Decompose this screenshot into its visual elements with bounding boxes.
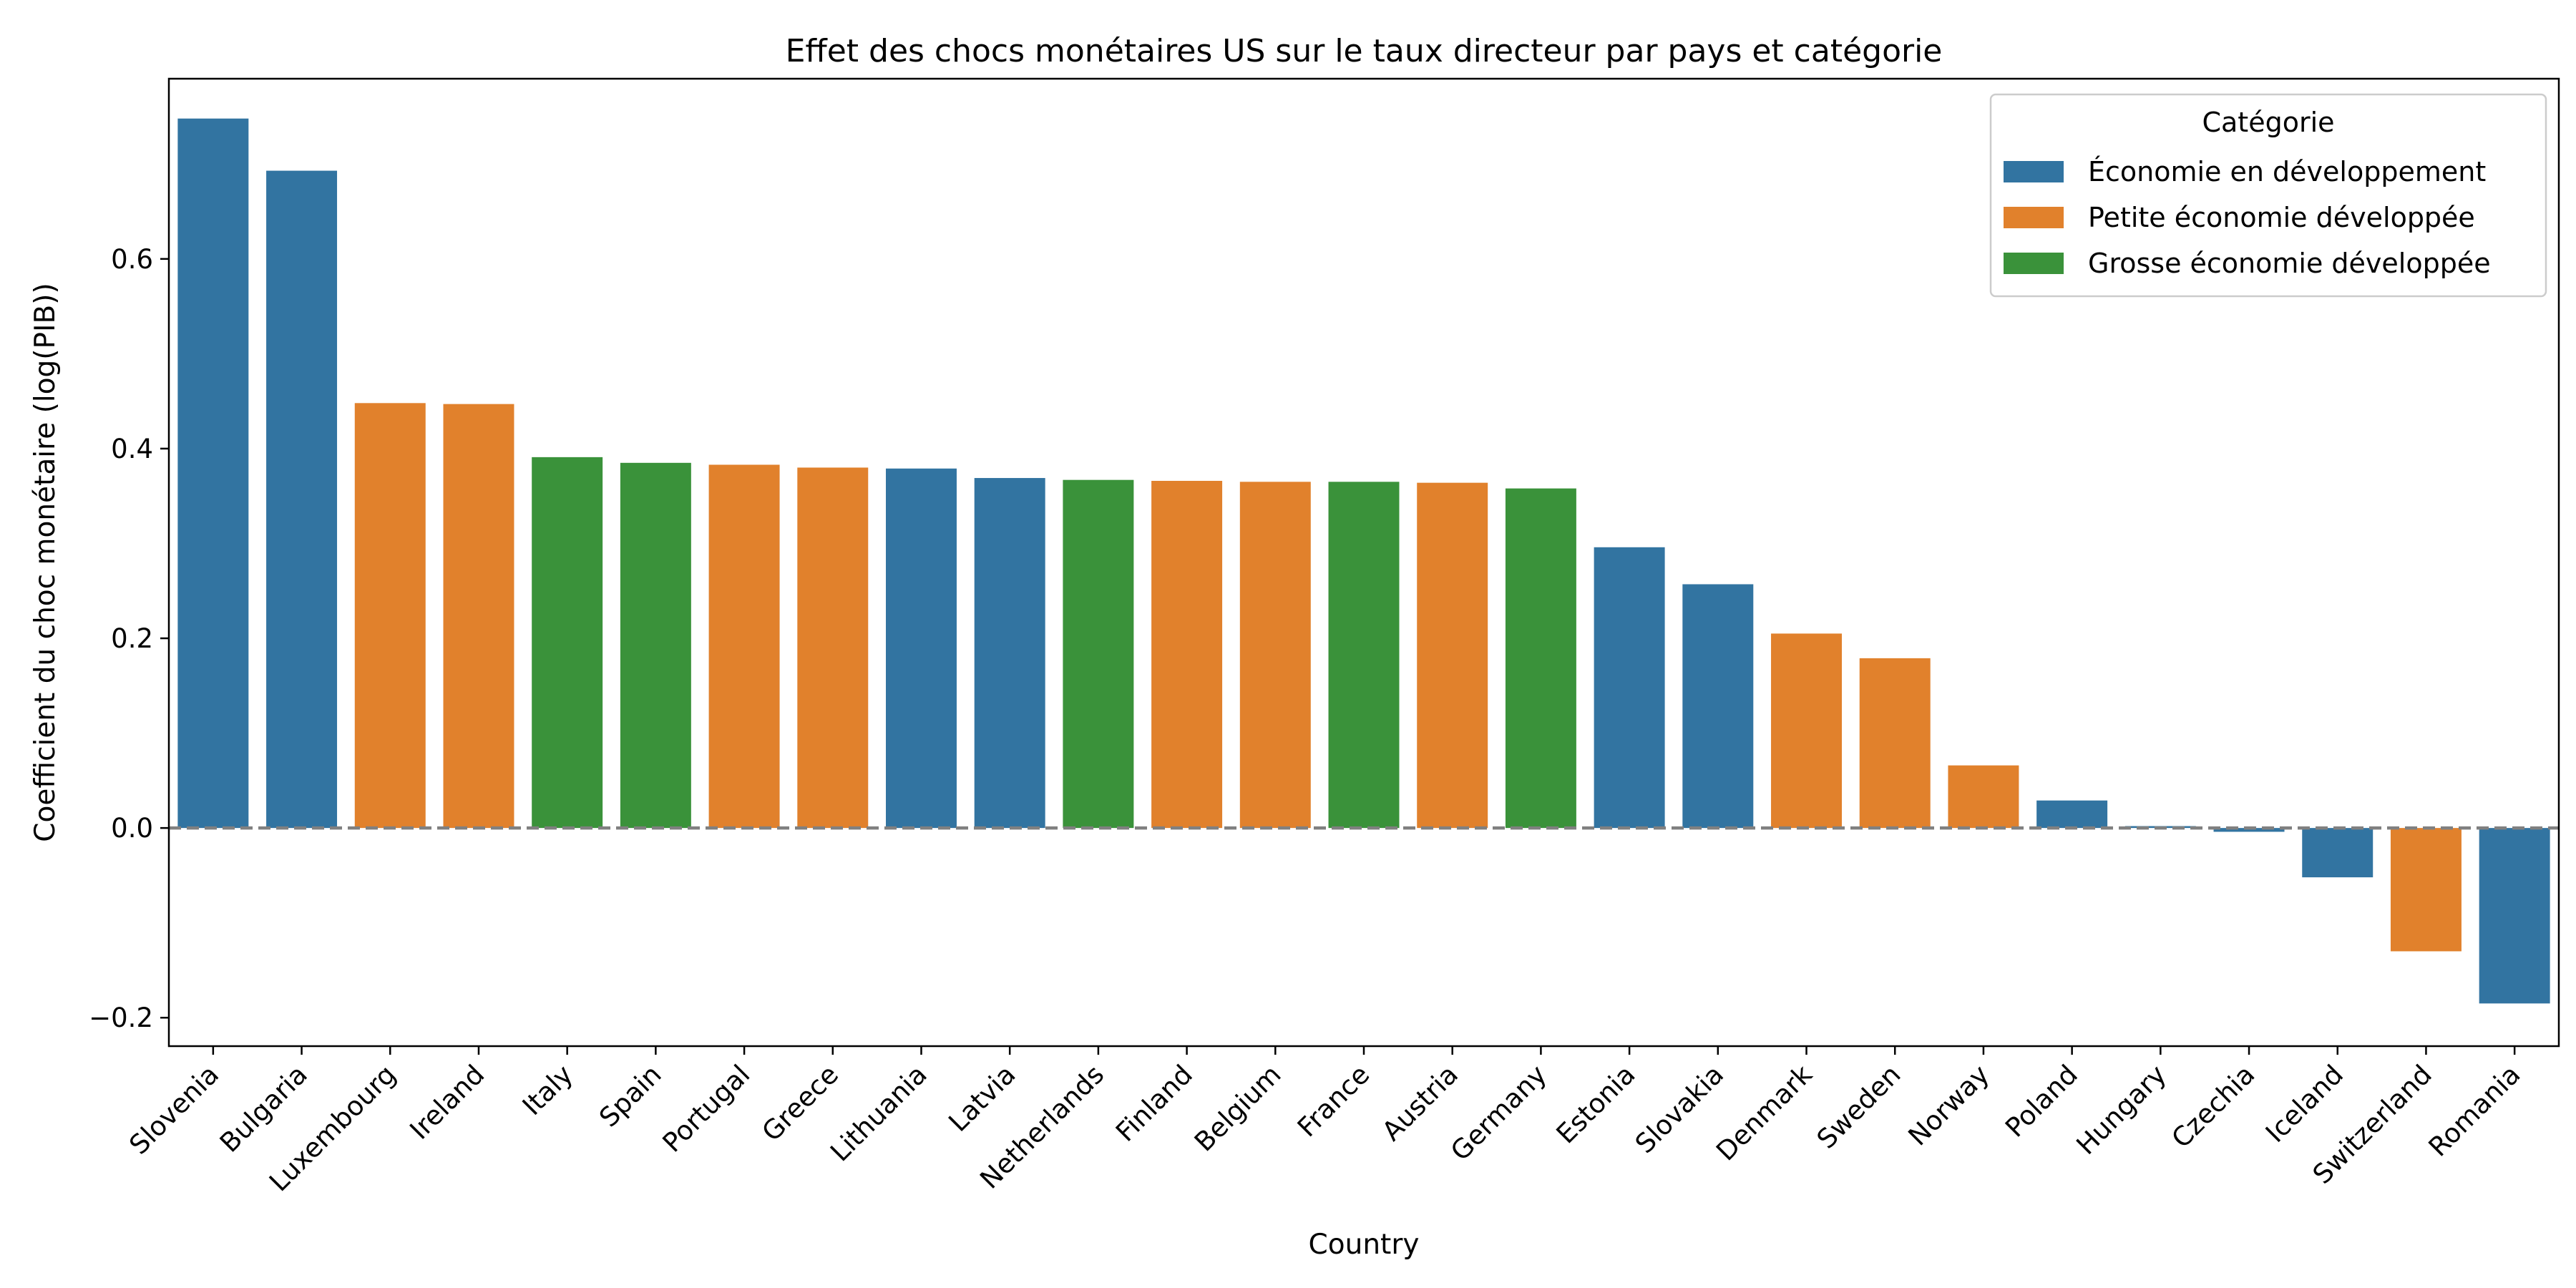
legend-title: Catégorie [2202,107,2334,138]
bar-portugal [708,464,780,829]
legend-entry-label: Économie en développement [2088,156,2486,187]
legend-swatch [2004,253,2064,274]
bar-slovenia [177,118,249,829]
bar-switzerland [2390,828,2462,952]
bar-czechia [2213,828,2285,832]
bar-belgium [1239,482,1311,829]
legend-swatch [2004,207,2064,228]
bar-netherlands [1063,479,1134,829]
y-tick-label: 0.0 [111,813,153,844]
bar-greece [797,467,869,829]
x-tick-label-greece: Greece [756,1059,845,1148]
legend-entry-label: Grosse économie développée [2088,248,2491,279]
bar-estonia [1594,547,1665,829]
bar-denmark [1771,633,1842,829]
bar-sweden [1859,658,1931,829]
x-tick-label-denmark: Denmark [1710,1059,1818,1167]
bar-france [1328,482,1400,829]
legend: Catégorie Économie en développement Petit… [1989,93,2547,298]
x-tick-label-iceland: Iceland [2260,1059,2349,1148]
x-tick-label-germany: Germany [1445,1059,1553,1167]
bars-layer [177,118,2550,1004]
x-tick-label-italy: Italy [517,1059,579,1121]
legend-swatch [2004,161,2064,182]
bar-lithuania [886,468,957,829]
x-tick-label-hungary: Hungary [2071,1059,2172,1161]
x-axis-label: Country [1309,1229,1420,1261]
x-tick-label-slovenia: Slovenia [123,1059,225,1161]
bar-austria [1417,482,1488,829]
x-tick-label-lithuania: Lithuania [824,1059,933,1168]
legend-frame [1989,93,2547,298]
bar-ireland [443,404,514,829]
bar-poland [2036,800,2108,829]
y-tick-label: −0.2 [89,1002,153,1033]
bar-latvia [974,478,1045,829]
x-tick-label-portugal: Portugal [657,1059,756,1158]
x-tick-label-romania: Romania [2423,1059,2527,1163]
x-tick-label-czechia: Czechia [2166,1059,2261,1154]
x-tick-label-poland: Poland [1999,1059,2084,1143]
y-tick-label: 0.2 [111,623,153,654]
bar-luxembourg [354,403,426,829]
bar-slovakia [1682,584,1754,829]
x-tick-label-spain: Spain [593,1059,668,1133]
x-tick-label-ireland: Ireland [404,1059,490,1146]
x-tick-label-latvia: Latvia [942,1059,1021,1138]
chart-title: Effet des chocs monétaires US sur le tau… [786,33,1943,69]
bar-iceland [2302,828,2373,878]
x-tick-label-austria: Austria [1376,1059,1464,1147]
x-tick-label-estonia: Estonia [1551,1059,1641,1150]
bar-italy [532,457,603,829]
y-tick-label: 0.6 [111,244,153,275]
y-tick-label: 0.4 [111,434,153,464]
bar-bulgaria [266,170,338,829]
legend-entry-label: Petite économie développée [2088,202,2475,233]
bar-finland [1151,481,1223,829]
bar-romania [2479,828,2550,1004]
bar-norway [1948,765,2019,829]
y-axis-label: Coefficient du choc monétaire (log(PIB)) [29,283,62,841]
bar-germany [1505,488,1576,829]
x-tick-label-finland: Finland [1110,1059,1199,1148]
bar-spain [620,462,691,829]
x-tick-label-norway: Norway [1903,1059,1996,1152]
x-tick-label-france: France [1292,1059,1375,1143]
x-tick-label-belgium: Belgium [1189,1059,1287,1158]
x-tick-label-sweden: Sweden [1811,1059,1907,1155]
